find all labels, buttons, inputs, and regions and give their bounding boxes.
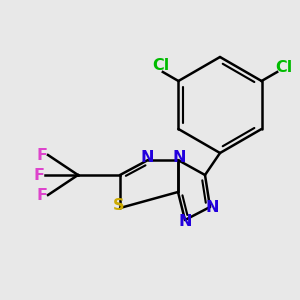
Text: F: F: [37, 148, 47, 163]
Text: N: N: [172, 151, 186, 166]
Text: N: N: [140, 151, 154, 166]
Text: S: S: [113, 199, 125, 214]
Text: Cl: Cl: [275, 61, 293, 76]
Text: N: N: [205, 200, 219, 214]
Text: N: N: [178, 214, 192, 230]
Text: F: F: [34, 167, 44, 182]
Text: F: F: [37, 188, 47, 202]
Text: Cl: Cl: [152, 58, 169, 74]
